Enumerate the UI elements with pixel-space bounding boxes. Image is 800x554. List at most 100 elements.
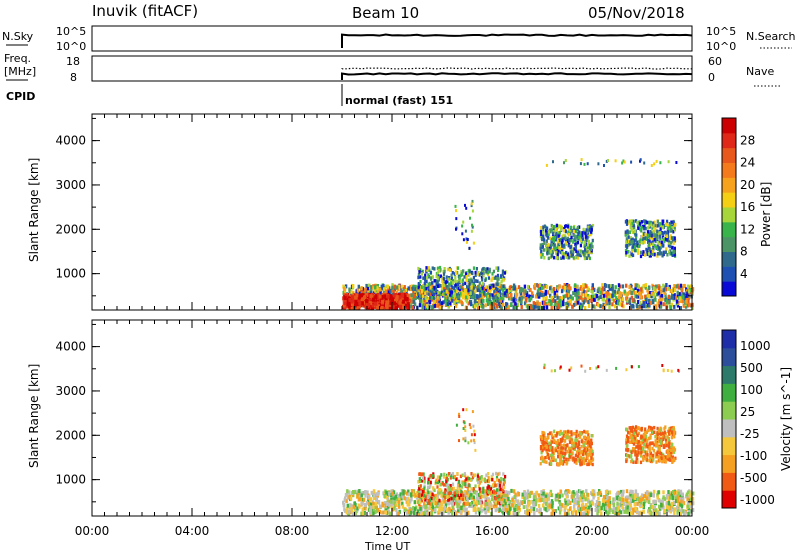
power-cell [582,289,585,294]
vel-cell [559,489,562,494]
power-cell [433,267,436,271]
vel-cell [629,489,633,494]
power-cell [461,294,464,299]
power-cell [551,242,554,247]
power-cell [417,275,420,280]
vel-cell [480,504,483,509]
power-cell [526,305,530,310]
power-cell [566,252,570,257]
vel-cell [424,505,427,509]
vel-cell [661,503,664,508]
vel-cell [501,488,504,492]
power-cell [488,293,492,297]
power-cell [642,236,645,241]
power-cell [605,159,608,163]
power-ytick-label: 1000 [55,267,86,281]
power-cell [635,248,638,253]
vel-cell [656,493,659,498]
power-cell [495,266,498,270]
vel-cell [395,511,399,516]
power-cell [567,293,570,298]
power-cell [387,286,390,291]
power-cell [640,235,643,239]
power-cell [545,247,549,251]
power-cell [569,238,572,243]
power-cell [454,275,457,280]
power-cell [647,245,650,249]
vel-cell [657,498,660,502]
power-cell [449,291,452,295]
power-cell [641,289,644,294]
vel-cell [540,498,543,502]
power-cell [497,284,500,289]
vel-cell [550,493,554,498]
power-cell [576,240,580,245]
vel-cell [485,492,488,497]
vel-cell [667,505,670,510]
power-ytick-label: 3000 [55,178,86,192]
vel-cell [687,511,690,516]
power-cell [466,238,469,241]
power-cell [647,286,651,291]
power-cell [564,159,567,162]
freq-label: Freq. [4,52,31,65]
vel-cell [672,508,675,513]
power-cell [670,288,673,293]
power-cell [393,287,396,292]
power-cell [589,232,592,237]
power-cell [667,226,670,230]
power-cell [565,293,569,298]
vel-cell [457,489,461,494]
vel-cell [348,494,351,499]
power-cell [420,285,423,289]
vel-cell [504,501,507,506]
vel-cell [364,506,367,511]
vel-cell [400,489,404,493]
power-cell [588,294,592,299]
vel-cell [486,505,489,510]
freq-tick-bottom: 8 [70,71,77,84]
power-cell [547,232,550,236]
vel-cell [654,499,657,504]
power-cell [465,295,468,299]
power-cell [500,286,503,291]
power-cell [361,287,365,292]
power-cell [438,265,442,270]
power-cell [561,251,564,255]
vel-cell [361,501,365,506]
power-cell [431,290,434,295]
vel-cell [498,508,501,512]
vel-cell [469,478,472,482]
vel-cell [480,475,483,479]
vel-cell [438,479,441,483]
vel-cell [648,508,651,513]
power-cell [496,298,499,303]
power-cell [639,250,643,255]
vel-cell [386,501,389,506]
vel-cell [542,491,545,496]
vel-cell [516,507,519,512]
power-cell [645,237,648,241]
power-cell [484,267,487,272]
power-cell [591,294,595,299]
vel-cell [346,507,349,512]
vel-cell [422,472,425,476]
power-cell [457,295,460,299]
power-colorbar-tick: 12 [740,222,755,236]
vel-cell [418,492,421,497]
power-cell [611,302,614,307]
power-cell [539,243,542,247]
vel-cell [465,483,468,487]
vel-cell [346,503,349,508]
vel-cell [439,483,442,487]
power-cell [502,296,505,301]
vel-cell [497,501,500,505]
power-cell [465,299,469,304]
vel-cell [544,507,547,512]
vel-cell [423,510,426,515]
power-colorbar-swatch [722,281,736,297]
vel-cell [681,492,684,497]
power-cell [659,227,662,231]
vel-cell [581,498,584,503]
power-cell [522,293,525,298]
